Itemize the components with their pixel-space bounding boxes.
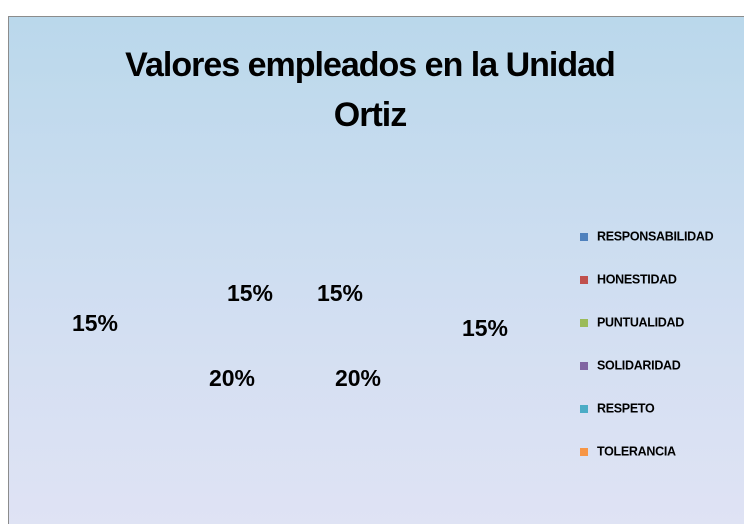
data-label: 15% — [317, 280, 363, 306]
legend-swatch — [580, 319, 588, 327]
data-label: 20% — [209, 365, 255, 391]
data-label: 20% — [335, 365, 381, 391]
legend-label: RESPETO — [597, 401, 655, 415]
chart-background — [8, 16, 744, 524]
legend-swatch — [580, 276, 588, 284]
legend-swatch — [580, 362, 588, 370]
chart-title: Valores empleados en la Unidad Ortiz — [125, 46, 616, 134]
legend-swatch — [580, 448, 588, 456]
legend-label: RESPONSABILIDAD — [597, 229, 714, 243]
legend-label: SOLIDARIDAD — [597, 358, 681, 372]
legend-label: TOLERANCIA — [597, 444, 676, 458]
data-label: 15% — [72, 310, 118, 336]
legend-swatch — [580, 233, 588, 241]
data-label: 15% — [462, 315, 508, 341]
legend-swatch — [580, 405, 588, 413]
data-label: 15% — [227, 280, 273, 306]
legend-label: HONESTIDAD — [597, 272, 677, 286]
legend-label: PUNTUALIDAD — [597, 315, 684, 329]
